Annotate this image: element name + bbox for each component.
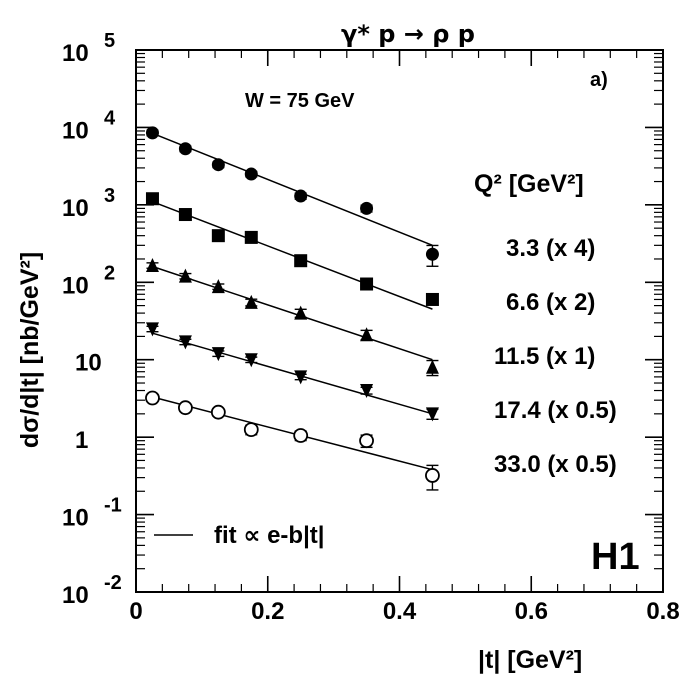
- x-tick-label: 0.4: [383, 598, 417, 625]
- data-point: [425, 407, 439, 422]
- series-label: 6.6 (x 2): [506, 289, 595, 316]
- x-tick-label: 0.6: [515, 598, 548, 625]
- fit-label: fit ∝ e-b|t|: [214, 522, 325, 549]
- y-tick-label-exponent: 4: [104, 107, 116, 129]
- experiment-label: H1: [591, 536, 640, 578]
- data-point: [145, 322, 159, 337]
- data-point: [360, 327, 374, 342]
- y-tick-label-exponent: 5: [104, 30, 115, 52]
- data-point: [360, 384, 374, 399]
- data-point: [211, 158, 225, 172]
- data-point: [178, 268, 192, 283]
- x-tick-label: 0.8: [646, 598, 679, 625]
- y-tick-label-base: 10: [62, 195, 89, 222]
- data-point: [244, 167, 258, 181]
- data-point: [294, 189, 308, 203]
- data-point: [294, 305, 308, 320]
- data-point: [294, 254, 308, 268]
- data-point: [211, 229, 225, 243]
- y-tick-label-base: 10: [75, 350, 102, 377]
- y-tick-label-base: 10: [62, 117, 89, 144]
- data-point: [210, 404, 226, 420]
- data-point: [178, 335, 192, 350]
- data-point: [360, 201, 374, 215]
- series-header: Q² [GeV²]: [474, 170, 584, 198]
- y-tick-label-base: 10: [62, 272, 89, 299]
- data-point: [178, 208, 192, 222]
- series-label: 11.5 (x 1): [494, 343, 595, 370]
- fit-line: [152, 332, 433, 415]
- y-tick-label-exponent: -1: [104, 495, 122, 517]
- y-tick-label-exponent: 2: [104, 262, 115, 284]
- x-tick-label: 0: [129, 598, 142, 625]
- plot-axes: 0 0.2 0.4 0.6 0.8 10 -2 10 -1 1 10 10 2 10 3 10 4 10 5: [62, 30, 680, 625]
- fit-line: [152, 132, 433, 247]
- data-point: [293, 428, 309, 443]
- data-point: [360, 277, 374, 291]
- data-point: [425, 468, 440, 483]
- data-point: [359, 433, 374, 449]
- series-label: 17.4 (x 0.5): [494, 397, 617, 424]
- data-point: [145, 390, 160, 406]
- y-tick-label-exponent: 3: [104, 185, 115, 207]
- y-axis-label: dσ/d|t| [nb/GeV²]: [16, 252, 44, 448]
- y-tick-label-base: 1: [75, 427, 88, 454]
- data-point: [178, 142, 192, 156]
- y-tick-label-base: 10: [62, 582, 89, 609]
- data-point: [244, 294, 258, 309]
- data-point: [145, 192, 159, 206]
- data-point: [425, 292, 439, 306]
- plot-frame: [135, 49, 664, 593]
- panel-label: a): [590, 69, 608, 91]
- x-tick-label: 0.2: [251, 598, 284, 625]
- data-point: [243, 422, 259, 438]
- series-label: 3.3 (x 4): [506, 235, 595, 262]
- y-tick-label-base: 10: [62, 40, 89, 67]
- chart-marks: 3.3 (x 4) 6.6 (x 2) 11.5 (x 1) 17.4 (x 0.5)…: [145, 126, 617, 536]
- fit-line: [152, 265, 433, 361]
- x-axis-label: |t| [GeV²]: [478, 646, 582, 674]
- fit-line: [152, 396, 433, 471]
- data-point: [244, 230, 258, 244]
- energy-label: W = 75 GeV: [245, 90, 355, 112]
- data-point: [178, 400, 193, 416]
- data-point: [145, 257, 159, 272]
- chart-title: γ* p → ρ p: [341, 20, 475, 48]
- data-point: [294, 370, 308, 385]
- data-point: [211, 347, 225, 362]
- data-point: [244, 353, 258, 368]
- series-label: 33.0 (x 0.5): [494, 451, 617, 478]
- data-point: [211, 279, 225, 294]
- y-tick-label-base: 10: [62, 505, 89, 532]
- data-point: [145, 126, 159, 140]
- data-point: [425, 247, 439, 261]
- fit-line: [152, 200, 433, 310]
- y-tick-label-exponent: -2: [104, 572, 122, 594]
- data-point: [425, 359, 439, 374]
